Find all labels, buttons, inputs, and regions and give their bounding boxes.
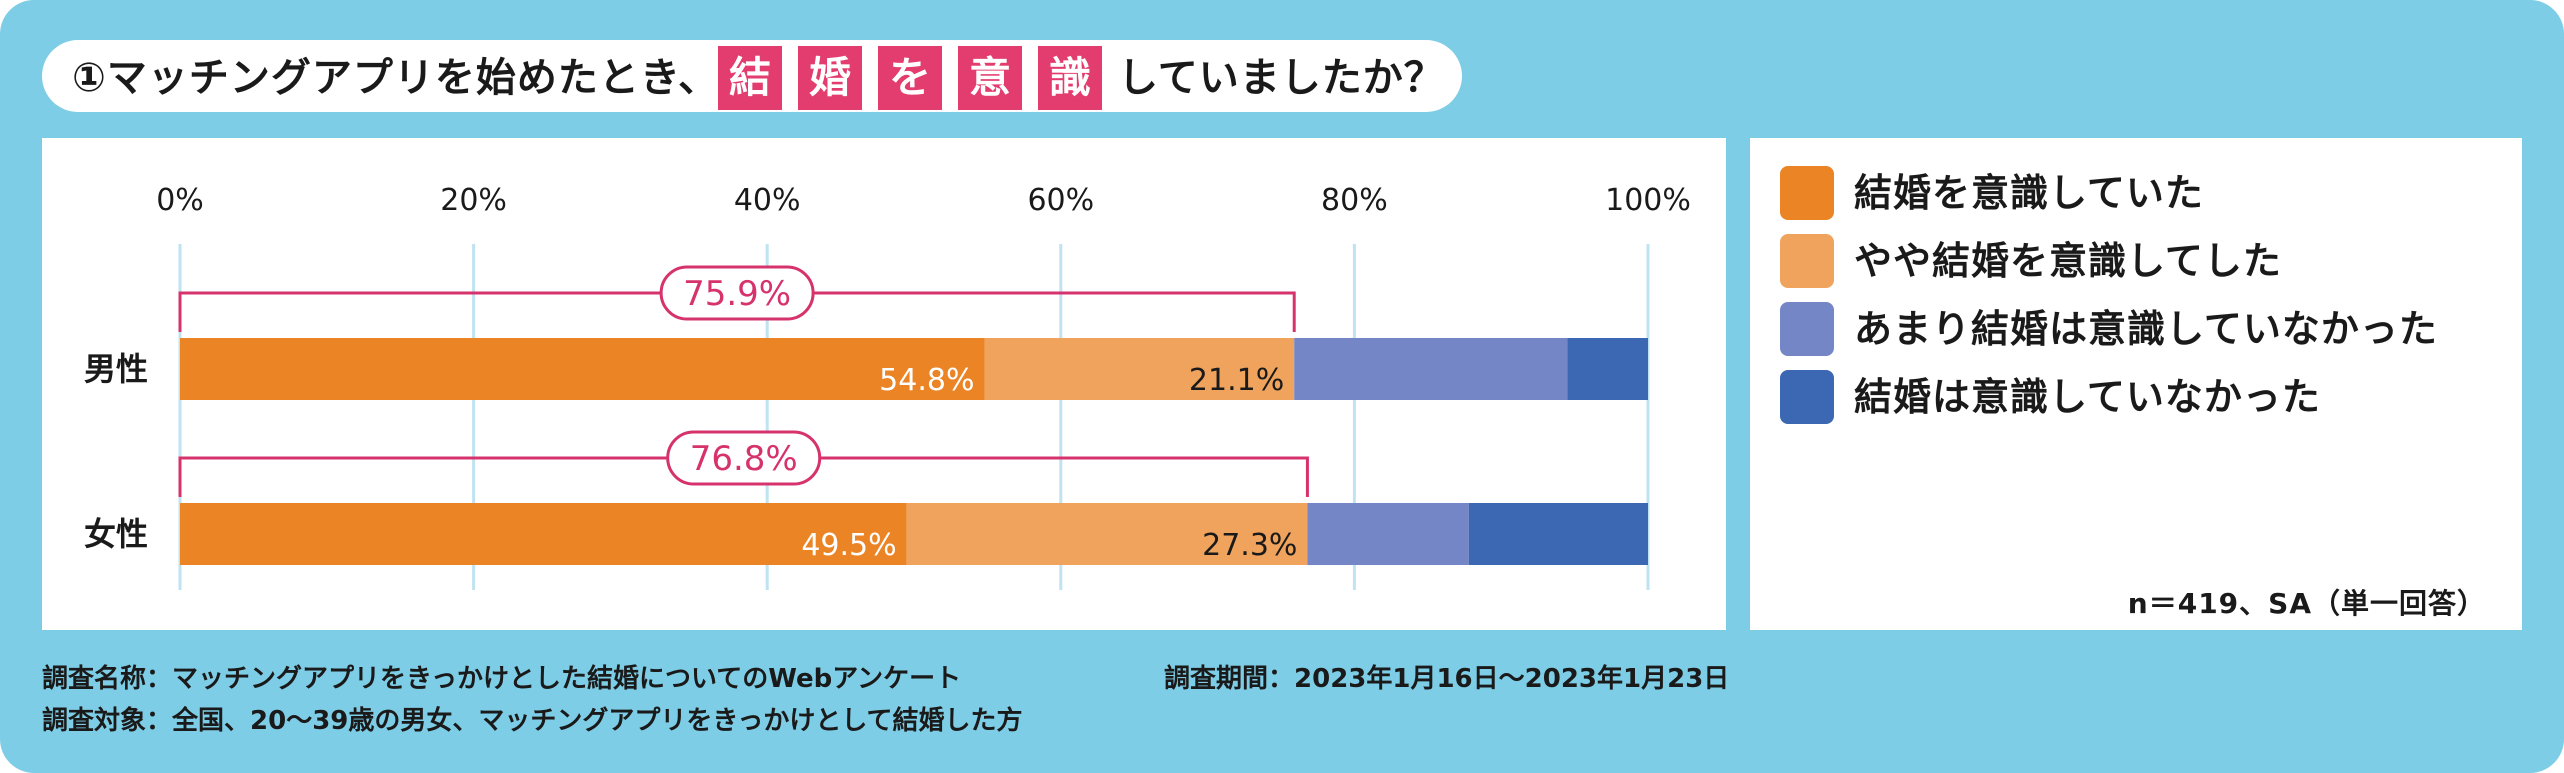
legend-swatch bbox=[1780, 166, 1834, 220]
bar-value-label: 21.1% bbox=[1189, 363, 1284, 398]
bar-segment bbox=[1307, 503, 1469, 565]
survey-name-label: 調査名称： bbox=[42, 664, 173, 694]
bar-segment bbox=[180, 338, 985, 400]
bar-value-label: 49.5% bbox=[801, 528, 896, 563]
bracket-pill bbox=[666, 430, 822, 486]
footer-target: 調査対象：全国、20〜39歳の男女、マッチングアプリをきっかけとして結婚した方 bbox=[42, 700, 1023, 737]
bar-segment bbox=[1294, 338, 1568, 400]
bar-segment bbox=[1468, 503, 1648, 565]
x-tick-label: 40% bbox=[734, 183, 801, 218]
title-highlight-char: 結 bbox=[718, 46, 782, 110]
x-tick-label: 20% bbox=[440, 183, 507, 218]
legend-label: あまり結婚は意識していなかった bbox=[1854, 307, 2438, 351]
category-label: 女性 bbox=[84, 515, 148, 553]
title-highlight-char: 婚 bbox=[798, 46, 862, 110]
x-tick-label: 100% bbox=[1605, 183, 1691, 218]
target-label: 調査対象： bbox=[42, 706, 173, 736]
period-value: 2023年1月16日〜2023年1月23日 bbox=[1294, 664, 1730, 694]
period-label: 調査期間： bbox=[1164, 664, 1295, 694]
stacked-bar-chart: 0% 20% 40% 60% 80% 100% 男性 54.8% 21.1% 75.9% 女性 49.… bbox=[84, 183, 1691, 590]
sample-note: n＝419、SA（単一回答） bbox=[2127, 587, 2486, 620]
bracket-pill bbox=[659, 265, 815, 321]
title-highlight-char: 識 bbox=[1038, 46, 1102, 110]
bar-segment bbox=[1567, 338, 1648, 400]
x-tick-label: 80% bbox=[1321, 183, 1388, 218]
chart-panel: 0% 20% 40% 60% 80% 100% 男性 54.8% 21.1% 75.9% 女性 49.… bbox=[42, 138, 1726, 630]
legend-panel: 結婚を意識していた やや結婚を意識してした あまり結婚は意識していなかった 結婚… bbox=[1750, 138, 2522, 630]
title-highlight-char: を bbox=[878, 46, 942, 110]
title-highlight-char: 意 bbox=[958, 46, 1022, 110]
target-value: 全国、20〜39歳の男女、マッチングアプリをきっかけとして結婚した方 bbox=[172, 706, 1023, 736]
legend-swatch bbox=[1780, 234, 1834, 288]
title-tail: していましたか？ bbox=[1118, 55, 1445, 101]
bracket-label: 76.8% bbox=[690, 439, 798, 479]
x-tick-label: 0% bbox=[156, 183, 204, 218]
footer-survey-name: 調査名称：マッチングアプリをきっかけとした結婚についてのWebアンケート bbox=[42, 658, 961, 695]
legend-label: やや結婚を意識してした bbox=[1854, 239, 2282, 283]
legend-swatch bbox=[1780, 302, 1834, 356]
legend-label: 結婚は意識していなかった bbox=[1854, 375, 2321, 419]
category-label: 男性 bbox=[84, 350, 148, 388]
title-lead: ①マッチングアプリを始めたとき、 bbox=[72, 55, 720, 101]
bracket-label: 75.9% bbox=[683, 274, 791, 314]
survey-name-value: マッチングアプリをきっかけとした結婚についてのWebアンケート bbox=[172, 664, 962, 694]
bar-segment bbox=[984, 338, 1295, 400]
legend-label: 結婚を意識していた bbox=[1854, 171, 2204, 215]
x-tick-label: 60% bbox=[1027, 183, 1094, 218]
bar-segment bbox=[180, 503, 907, 565]
bar-value-label: 27.3% bbox=[1202, 528, 1297, 563]
footer-period: 調査期間：2023年1月16日〜2023年1月23日 bbox=[1164, 658, 1729, 695]
legend-swatch bbox=[1780, 370, 1834, 424]
bar-segment bbox=[906, 503, 1308, 565]
bar-value-label: 54.8% bbox=[879, 363, 974, 398]
